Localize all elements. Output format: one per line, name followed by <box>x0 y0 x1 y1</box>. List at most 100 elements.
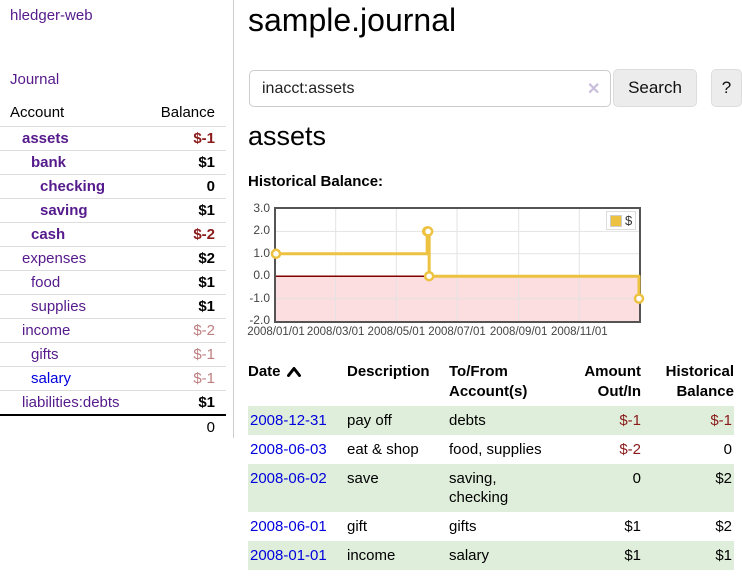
accounts-cell: saving, checking <box>449 470 509 506</box>
y-tick-label: 1.0 <box>253 245 270 260</box>
sidebar-account-row: liabilities:debts $1 <box>0 390 226 415</box>
sidebar-account-row: food $1 <box>0 270 226 295</box>
sidebar-accounts-body: assets $-1 bank $1 checking 0 saving $1 cash $-2 e… <box>0 126 226 415</box>
accounts-cell: food, supplies <box>449 441 542 458</box>
x-tick-label: 2008/07/01 <box>428 326 486 338</box>
y-tick-label: 2.0 <box>253 223 270 238</box>
sidebar-total-row: 0 <box>0 414 226 439</box>
balance-cell: 0 <box>723 441 732 458</box>
column-header-date[interactable]: Date <box>248 360 347 406</box>
historical-balance-chart: 3.0 2.0 1.0 0.0 -1.0 -2.0 2008/01/01 2008/03/0… <box>245 200 742 345</box>
balance-chart-svg <box>270 209 645 321</box>
column-header-to/from-account(s): To/From Account(s) <box>449 363 528 400</box>
date-cell: 2008-01-01 <box>248 541 347 570</box>
description-cell: pay off <box>347 412 392 429</box>
sidebar-account-balance: $-2 <box>193 322 215 339</box>
y-tick-label: 3.0 <box>253 201 270 215</box>
page-title: sample.journal <box>248 2 457 38</box>
balance-column-header: Balance <box>160 104 215 121</box>
clear-search-icon[interactable]: ✕ <box>587 81 601 98</box>
plot-area <box>270 207 645 323</box>
sidebar-account-link-assets[interactable]: assets <box>22 130 69 147</box>
accounts-cell: debts <box>449 412 486 429</box>
sidebar-divider <box>233 0 234 438</box>
register-row: 2008-06-02 save saving, checking 0 $2 <box>248 464 734 512</box>
column-header-historical-balance: Historical Balance <box>665 363 734 400</box>
sidebar-account-link-checking[interactable]: checking <box>40 178 106 195</box>
x-tick-label: 2008/03/01 <box>306 326 365 338</box>
chart-label: Historical Balance: <box>248 173 384 190</box>
sidebar-account-link-income[interactable]: income <box>22 322 71 339</box>
app-title-link[interactable]: hledger-web <box>10 7 93 24</box>
register-table: Date Description To/From Account(s) Amount Ou… <box>248 360 734 570</box>
sidebar-account-link-salary[interactable]: salary <box>31 370 72 387</box>
accounts-cell: gifts <box>449 518 477 535</box>
transaction-date-link[interactable]: 2008-06-03 <box>250 441 327 458</box>
sidebar-account-link-expenses[interactable]: expenses <box>22 250 87 267</box>
amount-cell: $1 <box>624 518 641 535</box>
chart-legend: $ <box>606 211 637 230</box>
sidebar-account-row: salary $-1 <box>0 366 226 391</box>
y-tick-label: -2.0 <box>249 313 270 327</box>
balance-cell: $-1 <box>710 412 732 429</box>
register-row: 2008-06-03 eat & shop food, supplies $-2 0 <box>248 435 734 464</box>
register-body: 2008-12-31 pay off debts $-1 $-1 2008-06-03 ea… <box>248 406 734 570</box>
sidebar-account-row: cash $-2 <box>0 222 226 247</box>
transaction-date-link[interactable]: 2008-06-01 <box>250 518 327 535</box>
register-row: 2008-12-31 pay off debts $-1 $-1 <box>248 406 734 435</box>
account-title: assets <box>248 121 327 151</box>
sidebar-account-balance: $1 <box>198 393 215 411</box>
accounts-column-header: Account <box>10 104 65 121</box>
sidebar-account-row: supplies $1 <box>0 294 226 319</box>
search-button[interactable]: Search <box>613 69 697 107</box>
sidebar-account-balance: $-1 <box>193 346 215 363</box>
sidebar-account-balance: $-1 <box>193 370 215 387</box>
amount-cell: 0 <box>632 470 641 487</box>
description-cell: eat & shop <box>347 441 419 458</box>
sidebar-account-link-saving[interactable]: saving <box>40 202 88 219</box>
sidebar-account-link-liabilities-debts[interactable]: liabilities:debts <box>22 393 120 411</box>
x-tick-label: 2008/05/01 <box>367 326 426 338</box>
register-header-row: Date Description To/From Account(s) Amount Ou… <box>248 360 734 406</box>
sidebar-account-link-cash[interactable]: cash <box>31 226 66 243</box>
sidebar-account-row: income $-2 <box>0 318 226 343</box>
sidebar-account-row: bank $1 <box>0 150 226 175</box>
balance-cell: $2 <box>715 518 732 535</box>
x-tick-label: 2008/01/01 <box>247 326 305 338</box>
sidebar-accounts-table: Account Balance assets $-1 bank $1 checking 0… <box>0 101 226 439</box>
sort-asc-icon <box>286 363 301 383</box>
search-input[interactable] <box>249 70 611 107</box>
description-cell: income <box>347 547 396 564</box>
register-row: 2008-01-01 income salary $1 $1 <box>248 541 734 570</box>
sidebar-account-link-gifts[interactable]: gifts <box>31 346 59 363</box>
column-header-description: Description <box>347 363 430 380</box>
sidebar-account-balance: $-2 <box>193 226 215 243</box>
sidebar-account-row: assets $-1 <box>0 126 226 151</box>
nav-journal-link[interactable]: Journal <box>10 71 60 88</box>
sidebar-account-row: gifts $-1 <box>0 342 226 367</box>
sidebar-account-link-food[interactable]: food <box>31 274 61 291</box>
amount-cell: $-1 <box>619 412 641 429</box>
amount-cell: $-2 <box>619 441 641 458</box>
transaction-date-link[interactable]: 2008-06-02 <box>250 470 327 487</box>
register-row: 2008-06-01 gift gifts $1 $2 <box>248 512 734 541</box>
sidebar-account-row: checking 0 <box>0 174 226 199</box>
accounts-cell: salary <box>449 547 490 564</box>
legend-swatch-icon <box>610 214 622 227</box>
description-cell: save <box>347 470 379 487</box>
date-cell: 2008-06-02 <box>248 464 347 512</box>
date-cell: 2008-12-31 <box>248 406 347 435</box>
x-tick-label: 2008/09/01 <box>489 326 548 338</box>
description-cell: gift <box>347 518 368 535</box>
sidebar-account-balance: $2 <box>198 250 215 267</box>
x-tick-label: 2008/11/01 <box>550 326 608 338</box>
sidebar-account-link-bank[interactable]: bank <box>31 154 67 171</box>
help-button[interactable]: ? <box>711 69 742 107</box>
sidebar-account-balance: $1 <box>198 154 215 171</box>
amount-cell: $1 <box>624 547 641 564</box>
date-cell: 2008-06-03 <box>248 435 347 464</box>
transaction-date-link[interactable]: 2008-01-01 <box>250 547 327 564</box>
sidebar-account-link-supplies[interactable]: supplies <box>31 298 87 315</box>
transaction-date-link[interactable]: 2008-12-31 <box>250 412 327 429</box>
sidebar-account-balance: $1 <box>198 298 215 315</box>
